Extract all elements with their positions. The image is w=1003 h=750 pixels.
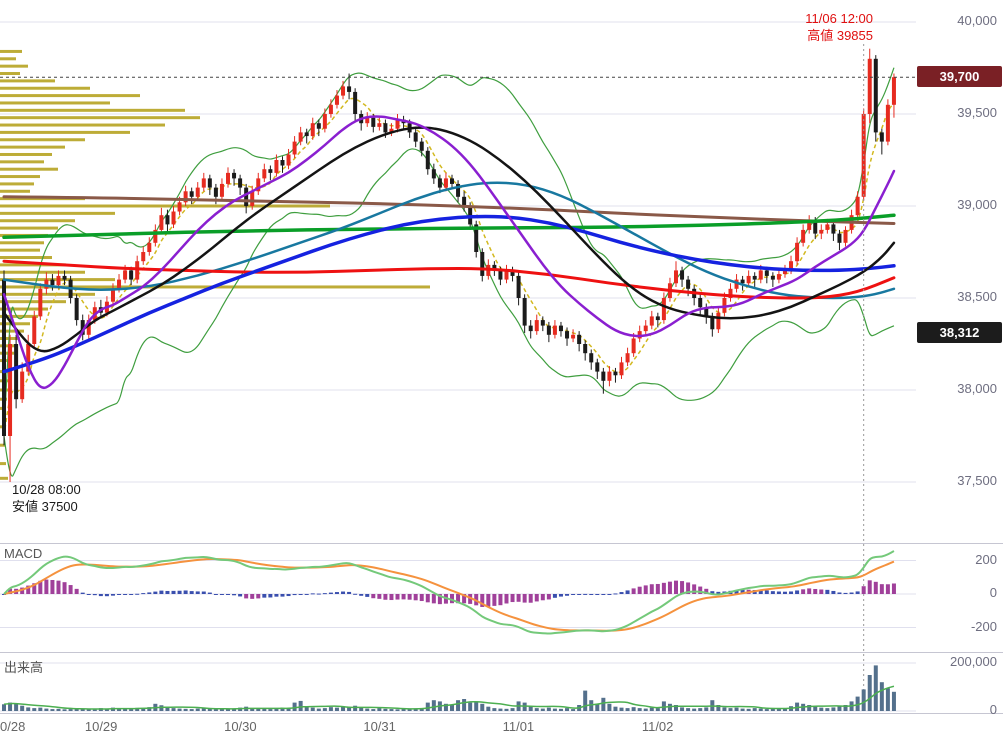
- high-price-annotation: 11/06 12:00 高値 39855: [805, 10, 873, 44]
- low-price-annotation: 10/28 08:00 安値 37500: [12, 481, 81, 515]
- last-update-date-box: 2024/11/06 11:00: [744, 717, 844, 732]
- current-price-tag: 39,700: [917, 66, 1002, 87]
- low-annotation-time: 10/28 08:00: [12, 482, 81, 497]
- high-annotation-value: 高値 39855: [807, 28, 873, 43]
- high-annotation-time: 11/06 12:00: [805, 11, 873, 26]
- low-annotation-value: 安値 37500: [12, 499, 78, 514]
- macd-panel-label: MACD: [4, 546, 43, 561]
- volume-panel-label: 出来高: [4, 660, 44, 675]
- secondary-price-tag: 38,312: [917, 322, 1002, 343]
